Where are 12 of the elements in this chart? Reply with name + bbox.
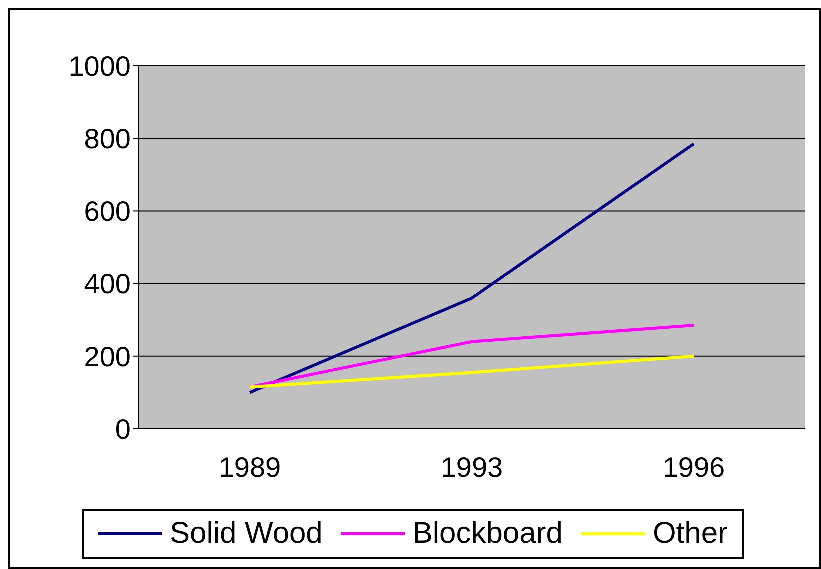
y-tick-label: 200 [84,341,131,372]
x-tick-label: 1989 [218,452,282,483]
x-tick-label: 1996 [662,452,726,483]
legend-label: Other [652,517,728,551]
legend-label: Solid Wood [170,517,323,551]
y-tick-label: 1000 [68,50,131,82]
y-tick-label: 600 [84,196,131,228]
y-tick-label: 800 [84,124,131,155]
y-tick-label: 0 [115,414,131,445]
legend-label: Blockboard [412,517,563,551]
y-tick-label: 400 [84,268,131,300]
x-tick-label: 1993 [440,452,504,483]
